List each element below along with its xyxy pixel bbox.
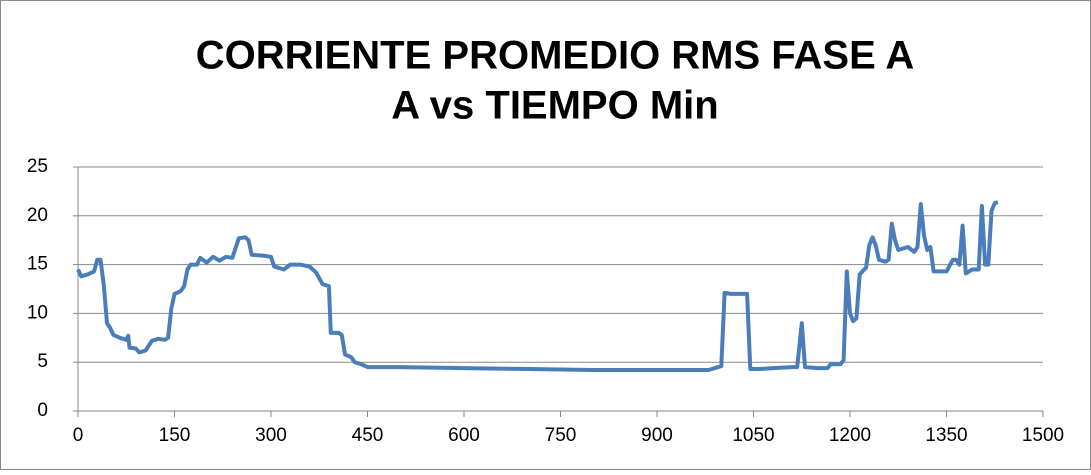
y-tick-label: 20 — [27, 205, 48, 226]
y-tick-label: 25 — [27, 156, 48, 177]
y-tick-label: 0 — [37, 400, 48, 421]
chart-title: A vs TIEMPO Min — [391, 84, 718, 128]
x-tick-label: 0 — [73, 425, 84, 446]
data-line — [76, 200, 999, 372]
x-tick-label: 600 — [448, 425, 480, 446]
x-tick-label: 1050 — [732, 425, 774, 446]
y-tick-label: 10 — [27, 302, 48, 323]
x-tick-label: 900 — [641, 425, 673, 446]
x-tick-label: 1350 — [925, 425, 967, 446]
chart-title: CORRIENTE PROMEDIO RMS FASE A — [196, 34, 915, 78]
y-tick-label: 15 — [27, 254, 48, 275]
y-tick-label: 5 — [37, 351, 48, 372]
x-tick-label: 750 — [545, 425, 577, 446]
x-tick-label: 450 — [352, 425, 384, 446]
x-tick-label: 150 — [159, 425, 191, 446]
x-tick-label: 300 — [255, 425, 287, 446]
x-tick-label: 1200 — [829, 425, 871, 446]
x-tick-label: 1500 — [1022, 425, 1064, 446]
